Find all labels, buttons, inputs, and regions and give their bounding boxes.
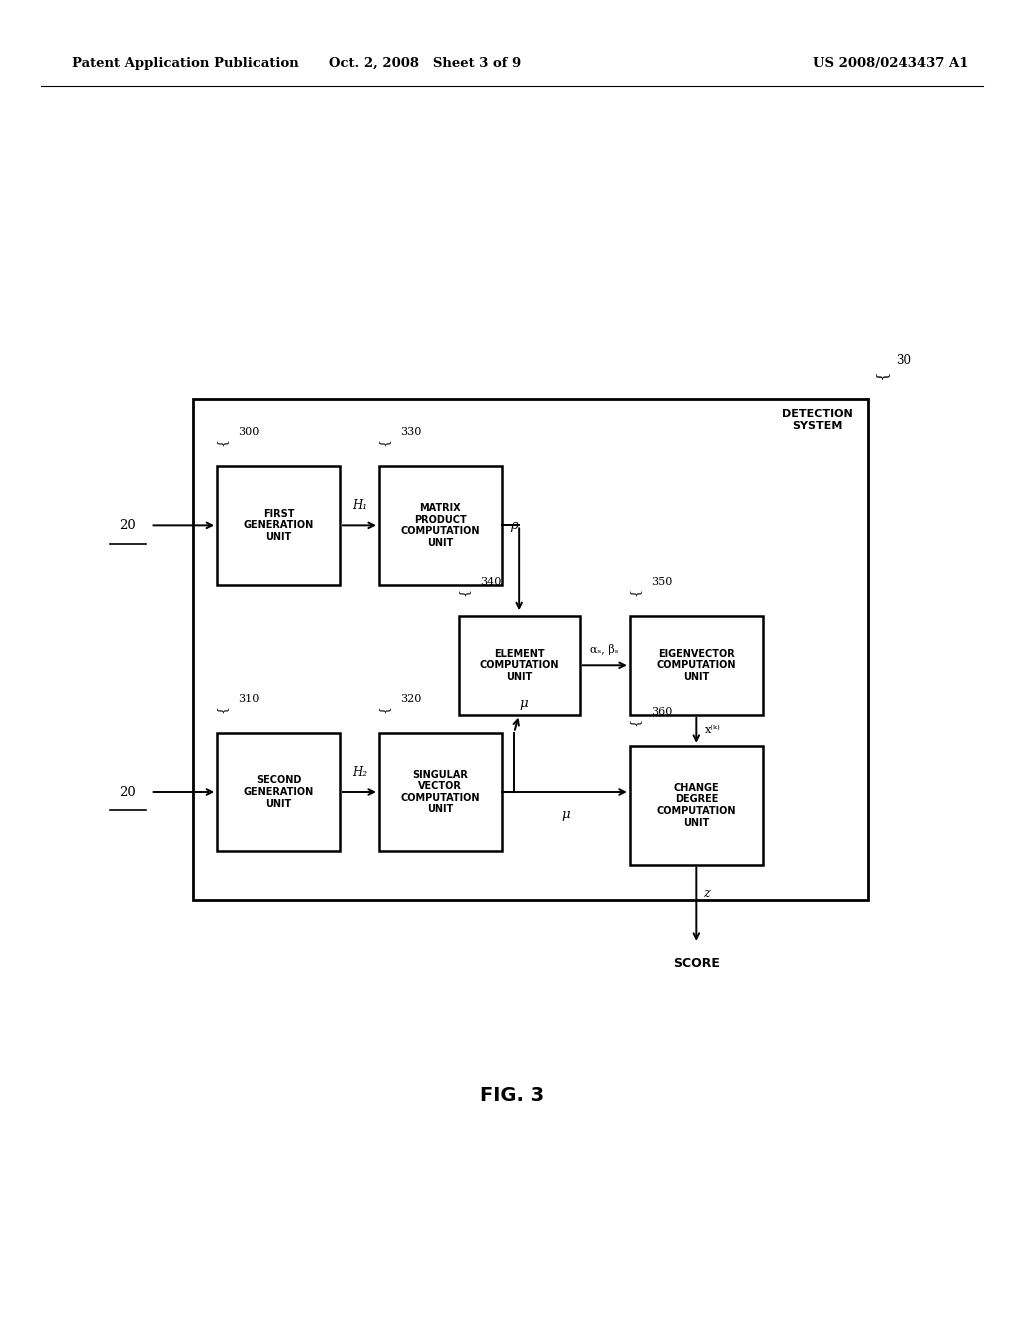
Text: 320: 320: [400, 693, 422, 704]
Text: {: {: [629, 587, 641, 597]
Text: ELEMENT
COMPUTATION
UNIT: ELEMENT COMPUTATION UNIT: [479, 648, 559, 682]
Text: {: {: [458, 587, 470, 597]
Text: μ: μ: [519, 697, 527, 710]
Text: CHANGE
DEGREE
COMPUTATION
UNIT: CHANGE DEGREE COMPUTATION UNIT: [656, 783, 736, 828]
Bar: [217, 733, 340, 851]
Text: 20: 20: [120, 785, 136, 799]
Text: SCORE: SCORE: [673, 957, 720, 970]
Text: ρ: ρ: [510, 519, 518, 532]
Text: 20: 20: [120, 519, 136, 532]
Bar: [459, 615, 580, 715]
Bar: [379, 466, 502, 585]
Bar: [630, 615, 763, 715]
Text: H₂: H₂: [352, 766, 367, 779]
Text: EIGENVECTOR
COMPUTATION
UNIT: EIGENVECTOR COMPUTATION UNIT: [656, 648, 736, 682]
Text: FIG. 3: FIG. 3: [480, 1086, 544, 1105]
Bar: [217, 466, 340, 585]
Text: H₁: H₁: [352, 499, 367, 512]
Text: {: {: [378, 705, 390, 713]
Text: {: {: [378, 438, 390, 446]
Bar: [630, 746, 763, 865]
Text: 310: 310: [239, 693, 260, 704]
Text: 300: 300: [239, 426, 260, 437]
Text: {: {: [216, 705, 228, 713]
Text: x⁽ᵏ⁾: x⁽ᵏ⁾: [705, 725, 720, 735]
Text: SINGULAR
VECTOR
COMPUTATION
UNIT: SINGULAR VECTOR COMPUTATION UNIT: [400, 770, 480, 814]
Bar: [379, 733, 502, 851]
Text: Oct. 2, 2008   Sheet 3 of 9: Oct. 2, 2008 Sheet 3 of 9: [329, 57, 521, 70]
Text: DETECTION
SYSTEM: DETECTION SYSTEM: [782, 409, 853, 430]
Bar: [193, 399, 868, 900]
Text: Patent Application Publication: Patent Application Publication: [72, 57, 298, 70]
Text: FIRST
GENERATION
UNIT: FIRST GENERATION UNIT: [244, 508, 313, 543]
Text: μ: μ: [561, 808, 570, 821]
Text: αₛ, βₛ: αₛ, βₛ: [591, 644, 618, 655]
Text: MATRIX
PRODUCT
COMPUTATION
UNIT: MATRIX PRODUCT COMPUTATION UNIT: [400, 503, 480, 548]
Text: SECOND
GENERATION
UNIT: SECOND GENERATION UNIT: [244, 775, 313, 809]
Text: z: z: [703, 887, 710, 900]
Text: 330: 330: [400, 426, 422, 437]
Text: {: {: [629, 718, 641, 726]
Text: US 2008/0243437 A1: US 2008/0243437 A1: [813, 57, 969, 70]
Text: 340: 340: [480, 577, 502, 586]
Text: {: {: [216, 438, 228, 446]
Text: 360: 360: [651, 706, 673, 717]
Text: {: {: [874, 370, 889, 380]
Text: 30: 30: [896, 354, 911, 367]
Text: 350: 350: [651, 577, 673, 586]
